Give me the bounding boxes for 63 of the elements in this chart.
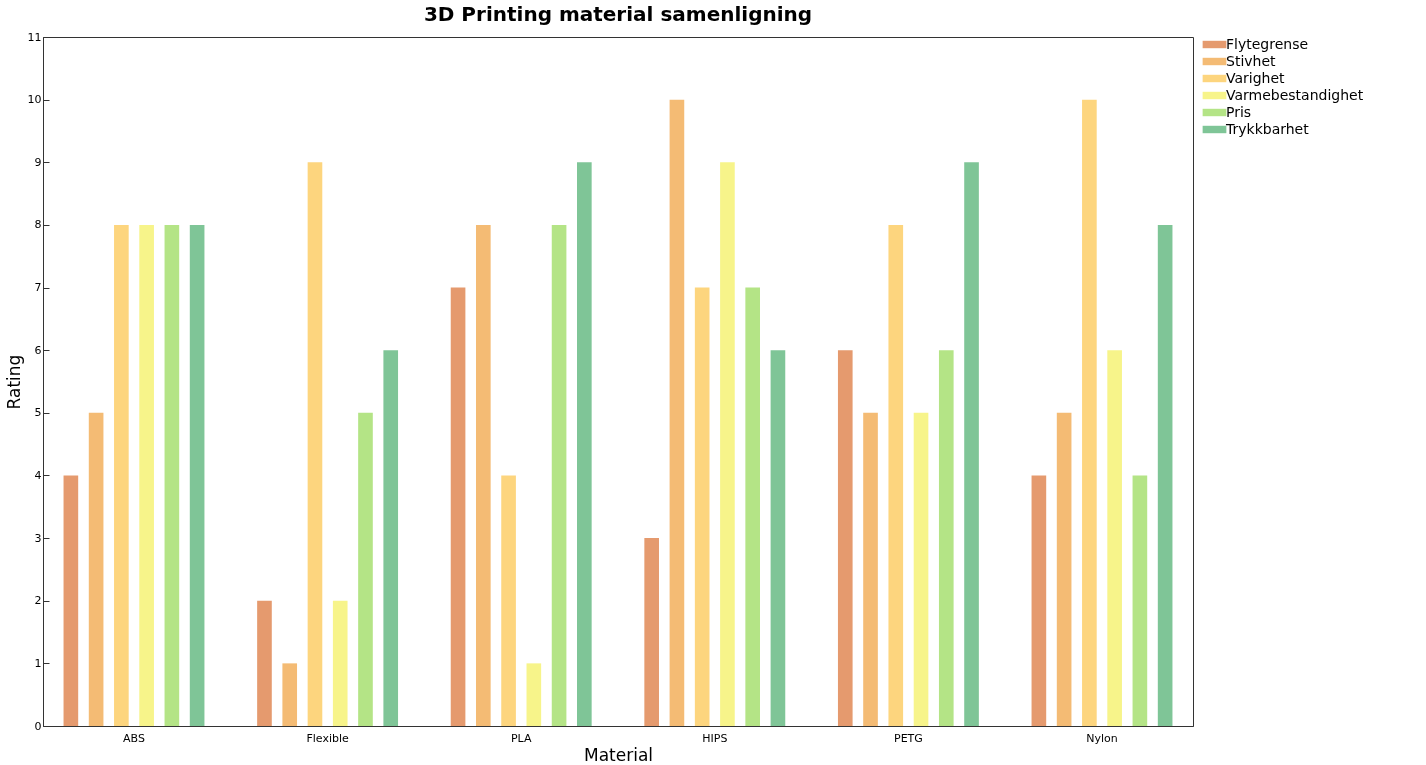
bar <box>1031 475 1047 726</box>
y-tick-label: 4 <box>34 468 42 482</box>
bar <box>1157 224 1173 726</box>
bar <box>1132 475 1148 726</box>
x-tick-label: Flexible <box>306 731 349 745</box>
bar <box>383 350 399 726</box>
x-tick-label: PETG <box>893 731 923 745</box>
bar <box>282 663 298 726</box>
y-tick-label: 2 <box>34 594 42 608</box>
bar <box>1107 350 1122 726</box>
bar <box>114 224 129 726</box>
bar <box>139 224 154 726</box>
bar <box>964 162 979 726</box>
bar <box>526 663 542 726</box>
bar <box>450 287 466 726</box>
legend-label: Flytegrense <box>1226 35 1309 52</box>
bar <box>501 475 516 726</box>
bar <box>1082 99 1097 726</box>
y-tick-label: 11 <box>27 30 42 44</box>
bar <box>88 412 104 726</box>
chart-title: 3D Printing material samenligning <box>423 2 813 26</box>
x-tick-label: PLA <box>510 731 532 745</box>
y-tick-label: 8 <box>34 218 42 232</box>
bar <box>332 600 348 726</box>
y-tick-label: 3 <box>34 531 42 545</box>
bar <box>888 224 904 726</box>
bar <box>863 412 878 726</box>
y-tick-label: 10 <box>27 93 42 107</box>
bar <box>938 350 954 726</box>
bar <box>1056 412 1072 726</box>
bar <box>694 287 710 726</box>
x-tick-label: HIPS <box>702 731 728 745</box>
x-tick-label: ABS <box>123 731 145 745</box>
y-tick-label: 0 <box>34 719 42 733</box>
legend-label: Trykkbarhet <box>1225 120 1310 137</box>
bar <box>164 224 180 726</box>
legend-label: Varighet <box>1226 69 1286 86</box>
bar <box>770 350 786 726</box>
bar <box>307 162 323 726</box>
bar <box>669 99 685 726</box>
bar <box>837 350 853 726</box>
legend-label: Pris <box>1226 103 1252 120</box>
bar <box>63 475 79 726</box>
x-tick-label: Nylon <box>1086 731 1118 745</box>
bar <box>720 162 735 726</box>
y-axis-title: Rating <box>3 354 24 410</box>
bar <box>745 287 760 726</box>
y-tick-label: 6 <box>34 343 42 357</box>
bar <box>644 538 659 726</box>
x-axis-title: Material <box>583 744 654 765</box>
bar <box>551 224 567 726</box>
bar <box>189 224 205 726</box>
legend-label: Stivhet <box>1226 52 1277 69</box>
y-tick-label: 7 <box>34 281 42 295</box>
bar <box>257 600 272 726</box>
y-tick-label: 9 <box>34 155 42 169</box>
bar <box>577 162 592 726</box>
legend-label: Varmebestandighet <box>1226 86 1364 103</box>
bar <box>358 412 373 726</box>
y-tick-label: 5 <box>34 406 42 420</box>
bar <box>476 224 491 726</box>
bar <box>913 412 929 726</box>
y-tick-label: 1 <box>34 656 42 670</box>
